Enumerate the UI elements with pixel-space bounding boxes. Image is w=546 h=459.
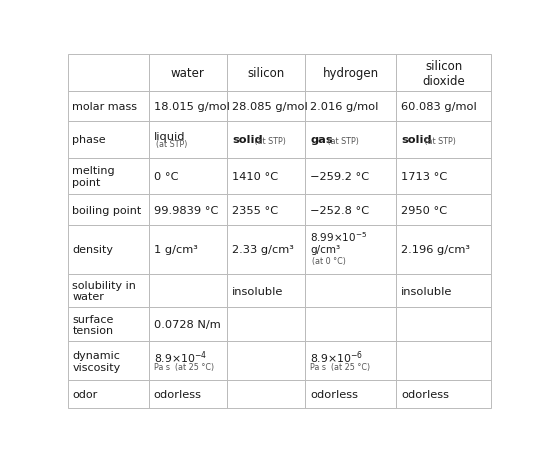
Bar (68, 274, 149, 308)
Text: 2.33 g/cm³: 2.33 g/cm³ (232, 245, 294, 255)
Bar (149, 226, 227, 274)
Bar (68, 55, 149, 92)
Bar (305, 381, 396, 409)
Bar (227, 55, 305, 92)
Text: insoluble: insoluble (232, 286, 283, 296)
Bar (396, 341, 491, 381)
Bar (396, 381, 491, 409)
Bar (305, 195, 396, 226)
Text: 18.015 g/mol: 18.015 g/mol (154, 102, 230, 112)
Text: odor: odor (73, 390, 98, 399)
Bar (227, 274, 305, 308)
Text: solid: solid (401, 135, 432, 145)
Bar (305, 226, 396, 274)
Bar (68, 122, 149, 159)
Bar (227, 92, 305, 122)
Text: $8.9{\times}10^{-4}$: $8.9{\times}10^{-4}$ (154, 348, 207, 365)
Bar (68, 226, 149, 274)
Text: (at STP): (at STP) (252, 137, 286, 146)
Bar (305, 274, 396, 308)
Text: Pa s  (at 25 °C): Pa s (at 25 °C) (310, 363, 370, 371)
Text: solubility in
water: solubility in water (73, 280, 136, 302)
Text: 1713 °C: 1713 °C (401, 172, 448, 182)
Bar (396, 308, 491, 341)
Bar (227, 341, 305, 381)
Text: 1 g/cm³: 1 g/cm³ (154, 245, 198, 255)
Bar (149, 308, 227, 341)
Text: 2355 °C: 2355 °C (232, 205, 278, 215)
Bar (149, 195, 227, 226)
Text: gas: gas (310, 135, 333, 145)
Bar (396, 274, 491, 308)
Text: 2.196 g/cm³: 2.196 g/cm³ (401, 245, 470, 255)
Bar (305, 122, 396, 159)
Text: Pa s  (at 25 °C): Pa s (at 25 °C) (154, 363, 214, 371)
Bar (227, 226, 305, 274)
Text: melting
point: melting point (73, 166, 115, 188)
Bar (396, 55, 491, 92)
Text: boiling point: boiling point (73, 205, 142, 215)
Bar (68, 92, 149, 122)
Text: g/cm³: g/cm³ (310, 245, 340, 255)
Text: density: density (73, 245, 114, 255)
Bar (227, 195, 305, 226)
Text: (at STP): (at STP) (156, 140, 188, 149)
Text: $8.99{\times}10^{-5}$: $8.99{\times}10^{-5}$ (310, 230, 367, 243)
Text: (at STP): (at STP) (325, 137, 359, 146)
Text: 1410 °C: 1410 °C (232, 172, 278, 182)
Text: surface
tension: surface tension (73, 314, 114, 336)
Bar (396, 159, 491, 195)
Text: 28.085 g/mol: 28.085 g/mol (232, 102, 308, 112)
Text: hydrogen: hydrogen (323, 67, 379, 80)
Text: liquid: liquid (154, 131, 185, 141)
Bar (227, 381, 305, 409)
Text: solid: solid (232, 135, 263, 145)
Bar (68, 341, 149, 381)
Text: −252.8 °C: −252.8 °C (310, 205, 370, 215)
Text: water: water (171, 67, 205, 80)
Text: 99.9839 °C: 99.9839 °C (154, 205, 218, 215)
Text: insoluble: insoluble (401, 286, 453, 296)
Text: phase: phase (73, 135, 106, 145)
Text: odorless: odorless (154, 390, 201, 399)
Bar (149, 122, 227, 159)
Bar (227, 122, 305, 159)
Text: 60.083 g/mol: 60.083 g/mol (401, 102, 477, 112)
Text: odorless: odorless (310, 390, 358, 399)
Bar (149, 159, 227, 195)
Text: dynamic
viscosity: dynamic viscosity (73, 350, 121, 372)
Bar (396, 92, 491, 122)
Text: 2950 °C: 2950 °C (401, 205, 447, 215)
Bar (68, 381, 149, 409)
Text: (at STP): (at STP) (422, 137, 455, 146)
Text: silicon: silicon (247, 67, 284, 80)
Text: $8.9{\times}10^{-6}$: $8.9{\times}10^{-6}$ (310, 348, 364, 365)
Bar (305, 159, 396, 195)
Bar (305, 308, 396, 341)
Text: molar mass: molar mass (73, 102, 138, 112)
Bar (227, 159, 305, 195)
Text: (at 0 °C): (at 0 °C) (312, 257, 346, 266)
Text: 0 °C: 0 °C (154, 172, 178, 182)
Bar (396, 226, 491, 274)
Bar (149, 341, 227, 381)
Bar (149, 274, 227, 308)
Bar (68, 195, 149, 226)
Bar (149, 55, 227, 92)
Bar (149, 92, 227, 122)
Bar (396, 122, 491, 159)
Bar (305, 55, 396, 92)
Text: 2.016 g/mol: 2.016 g/mol (310, 102, 379, 112)
Bar (68, 308, 149, 341)
Text: −259.2 °C: −259.2 °C (310, 172, 370, 182)
Bar (149, 381, 227, 409)
Text: odorless: odorless (401, 390, 449, 399)
Text: 0.0728 N/m: 0.0728 N/m (154, 319, 221, 330)
Bar (227, 308, 305, 341)
Bar (305, 341, 396, 381)
Text: silicon
dioxide: silicon dioxide (423, 60, 465, 88)
Bar (305, 92, 396, 122)
Bar (68, 159, 149, 195)
Bar (396, 195, 491, 226)
